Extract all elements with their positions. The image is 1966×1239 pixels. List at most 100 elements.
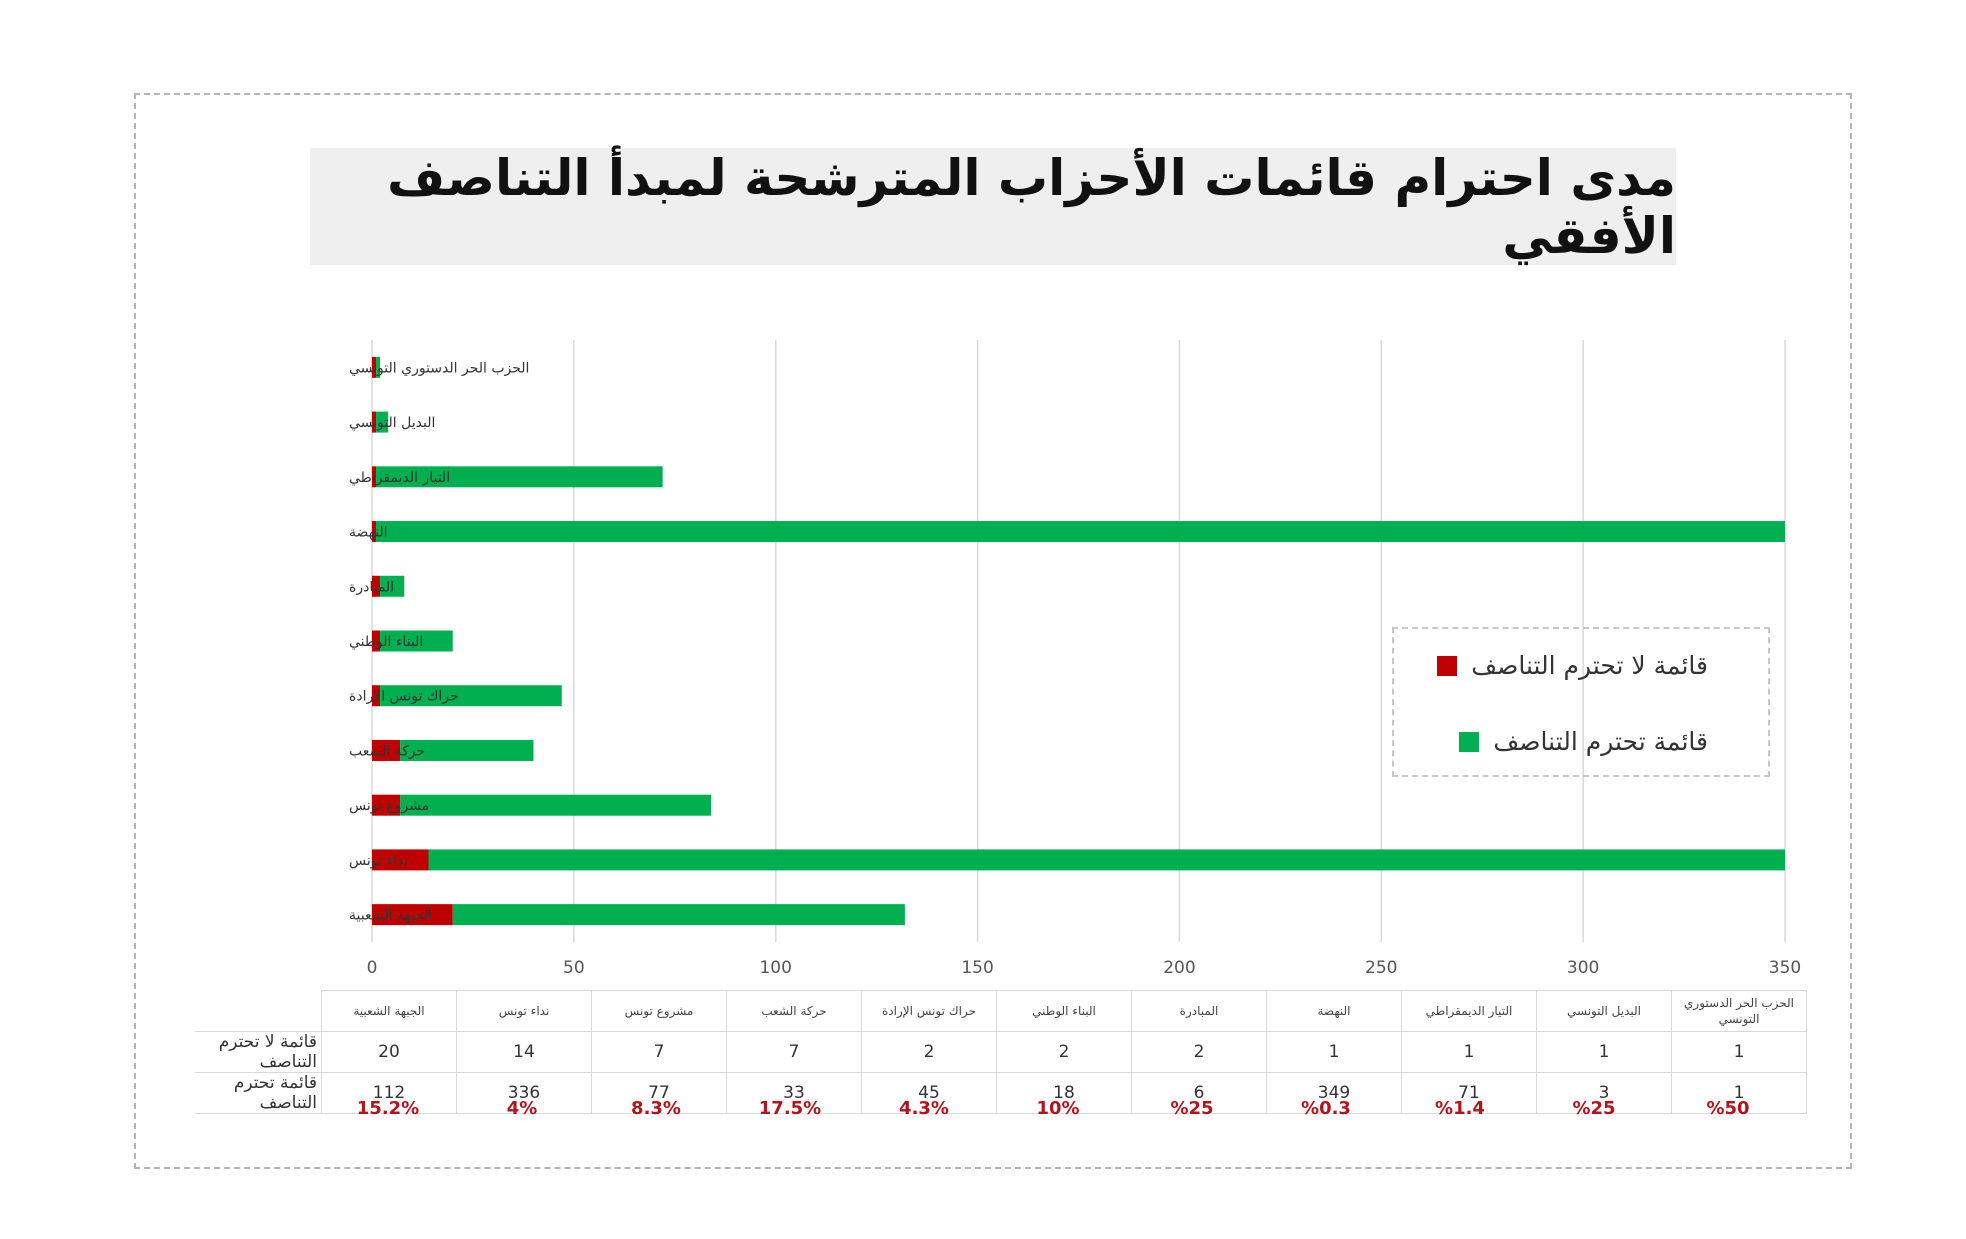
bar-respect — [380, 630, 453, 652]
percentage-label: 17.5% — [758, 1098, 822, 1119]
table-row-label: قائمة لا تحترم التناصف — [195, 1031, 322, 1073]
bar-not-respect — [372, 356, 377, 378]
table-cell-not-respect: 2 — [1131, 1031, 1267, 1073]
table-column-header: الحزب الحر الدستوري التونسي — [1671, 990, 1807, 1032]
bar-not-respect — [372, 521, 377, 543]
bar-not-respect — [372, 466, 377, 488]
grid-lines — [371, 340, 1786, 942]
table-cell-respect: 349 — [1266, 1072, 1402, 1114]
table-cell-not-respect: 14 — [456, 1031, 592, 1073]
table-cell-respect: 112 — [321, 1072, 457, 1114]
category-labels: الحزب الحر الدستوري التونسي البديل التونس… — [349, 360, 529, 923]
percentage-label: %50 — [1706, 1098, 1750, 1119]
table-row-not-respect: قائمة لا تحترم التناصف 20 14 7 7 2 2 2 1 1 1 1 — [195, 1031, 1807, 1073]
table-cell-not-respect: 1 — [1266, 1031, 1402, 1073]
table-column-header: المبادرة — [1131, 990, 1267, 1032]
bar-not-respect — [372, 849, 429, 871]
table-column-header: نداء تونس — [456, 990, 592, 1032]
table-corner-cell — [195, 990, 322, 1032]
table-cell-not-respect: 1 — [1401, 1031, 1537, 1073]
legend-item-not-respect: قائمة لا تحترم التناصف — [1437, 651, 1708, 680]
bar-not-respect — [372, 685, 381, 707]
x-tick-label: 200 — [1163, 958, 1195, 978]
table-cell-not-respect: 1 — [1671, 1031, 1807, 1073]
table-cell-respect: 6 — [1131, 1072, 1267, 1114]
percentage-label: %1.4 — [1435, 1098, 1485, 1119]
legend-swatch-green — [1459, 731, 1480, 752]
table-column-header: الجبهة الشعبية — [321, 990, 457, 1032]
bar-respect — [376, 521, 1786, 543]
x-tick-labels: 0 50 100 150 200 250 300 350 — [367, 958, 1802, 978]
legend-label-respect: قائمة تحترم التناصف — [1493, 727, 1708, 756]
category-label: الجبهة الشعبية — [349, 908, 432, 924]
bar-respect — [400, 739, 534, 761]
percentage-label: %25 — [1572, 1098, 1616, 1119]
x-tick-label: 100 — [759, 958, 791, 978]
bar-respect — [376, 356, 381, 378]
category-label: التيار الديمقراطي — [349, 470, 450, 486]
bar-not-respect — [372, 575, 381, 597]
bar-respect — [380, 575, 405, 597]
bar-respect — [452, 904, 905, 926]
table-row-respect: قائمة تحترم التناصف 112 336 77 33 45 18 6 349 71… — [195, 1072, 1807, 1114]
table-cell-respect: 45 — [861, 1072, 997, 1114]
x-tick-label: 50 — [563, 958, 585, 978]
category-label: الحزب الحر الدستوري التونسي — [349, 360, 529, 376]
bar-respect — [376, 411, 389, 433]
table-cell-not-respect: 20 — [321, 1031, 457, 1073]
bar-not-respect — [372, 739, 401, 761]
category-label: النهضة — [349, 525, 387, 541]
table-row-label: قائمة تحترم التناصف — [195, 1072, 322, 1114]
category-label: البديل التونسي — [349, 415, 435, 431]
table-column-header: البديل التونسي — [1536, 990, 1672, 1032]
x-tick-label: 300 — [1567, 958, 1599, 978]
bar-respect — [400, 794, 712, 816]
table-cell-not-respect: 1 — [1536, 1031, 1672, 1073]
category-label: مشروع تونس — [349, 798, 429, 814]
percentage-label: %0.3 — [1301, 1098, 1351, 1119]
table-column-header: البناء الوطني — [996, 990, 1132, 1032]
percentage-label: 4.3% — [899, 1098, 949, 1119]
table-header-row: الجبهة الشعبية نداء تونس مشروع تونس حركة ال… — [195, 990, 1807, 1032]
percentage-label: 8.3% — [631, 1098, 681, 1119]
category-label: نداء تونس — [349, 853, 408, 869]
table-cell-respect: 71 — [1401, 1072, 1537, 1114]
category-label: حراك تونس الإرادة — [349, 689, 459, 705]
x-tick-label: 250 — [1365, 958, 1397, 978]
table-column-header: مشروع تونس — [591, 990, 727, 1032]
table-cell-not-respect: 2 — [861, 1031, 997, 1073]
bar-respect — [376, 466, 663, 488]
table-column-header: حراك تونس الإرادة — [861, 990, 997, 1032]
bar-not-respect — [372, 794, 401, 816]
percentage-label: 10% — [1036, 1098, 1080, 1119]
percentage-label: %25 — [1170, 1098, 1214, 1119]
bar-respect — [380, 685, 562, 707]
x-tick-label: 350 — [1769, 958, 1801, 978]
bars — [372, 356, 1786, 926]
table-column-header: التيار الديمقراطي — [1401, 990, 1537, 1032]
table-column-header: حركة الشعب — [726, 990, 862, 1032]
table-cell-respect: 1 — [1671, 1072, 1807, 1114]
table-cell-respect: 336 — [456, 1072, 592, 1114]
bar-respect — [428, 849, 1785, 871]
legend: قائمة لا تحترم التناصف قائمة تحترم التنا… — [1392, 627, 1770, 777]
chart-title: مدى احترام قائمات الأحزاب المترشحة لمبدأ… — [387, 148, 1676, 265]
chart-frame — [134, 93, 1852, 1169]
legend-swatch-red — [1437, 655, 1458, 676]
table-cell-respect: 77 — [591, 1072, 727, 1114]
category-label: البناء الوطني — [349, 634, 423, 650]
x-tick-label: 150 — [961, 958, 993, 978]
legend-item-respect: قائمة تحترم التناصف — [1459, 727, 1708, 756]
table-cell-not-respect: 7 — [726, 1031, 862, 1073]
table-column-header: النهضة — [1266, 990, 1402, 1032]
percentage-label: 15.2% — [356, 1098, 420, 1119]
bar-not-respect — [372, 904, 453, 926]
bar-not-respect — [372, 411, 377, 433]
table-cell-not-respect: 2 — [996, 1031, 1132, 1073]
table-cell-respect: 18 — [996, 1072, 1132, 1114]
category-label: المبادرة — [349, 579, 394, 595]
x-tick-label: 0 — [367, 958, 378, 978]
title-banner: مدى احترام قائمات الأحزاب المترشحة لمبدأ… — [310, 148, 1676, 265]
percentage-label: 4% — [506, 1098, 538, 1119]
